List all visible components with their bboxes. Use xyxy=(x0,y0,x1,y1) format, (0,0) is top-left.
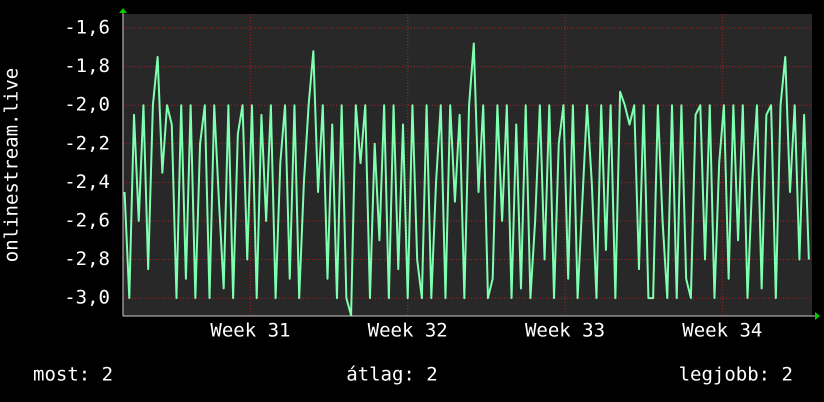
y-tick-label: -2,6 xyxy=(64,209,110,231)
x-tick-label: Week 34 xyxy=(682,320,762,342)
y-arrow xyxy=(119,8,127,13)
x-tick-label: Week 31 xyxy=(210,320,290,342)
y-tick-label: -1,8 xyxy=(64,55,110,77)
x-tick-label: Week 33 xyxy=(525,320,605,342)
y-tick-label: -2,8 xyxy=(64,248,110,270)
y-tick-label: -2,2 xyxy=(64,132,110,154)
y-tick-label: -1,6 xyxy=(64,17,110,39)
legend-best: legjobb: 2 xyxy=(679,364,793,386)
x-arrow xyxy=(815,312,820,320)
y-tick-label: -3,0 xyxy=(64,287,110,309)
x-tick-label: Week 32 xyxy=(368,320,448,342)
series-line xyxy=(123,42,810,317)
y-tick-label: -2,4 xyxy=(64,171,110,193)
legend-most: most: 2 xyxy=(33,364,113,386)
y-axis-label: onlinestream.live xyxy=(1,68,23,262)
legend-average: átlag: 2 xyxy=(346,364,438,386)
y-tick-label: -2,0 xyxy=(64,94,110,116)
